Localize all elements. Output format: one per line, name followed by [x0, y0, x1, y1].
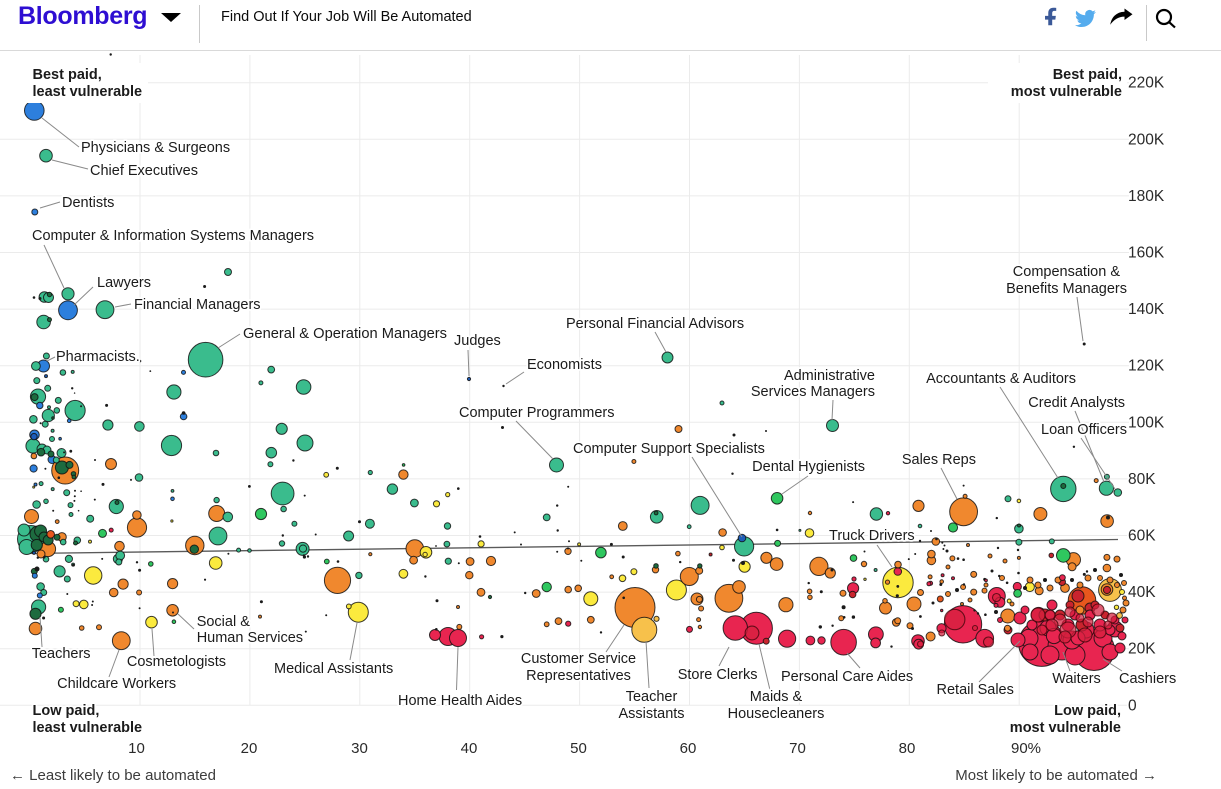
svg-text:Best paid,: Best paid,	[1053, 67, 1122, 83]
svg-text:Retail Sales: Retail Sales	[937, 682, 1014, 698]
svg-text:Store Clerks: Store Clerks	[678, 667, 758, 683]
svg-text:Social &: Social &	[197, 614, 251, 630]
svg-text:30: 30	[351, 740, 368, 757]
svg-text:Credit Analysts: Credit Analysts	[1028, 395, 1125, 411]
svg-text:Benefits Managers: Benefits Managers	[1006, 281, 1127, 297]
svg-text:Most likely to be automated →: Most likely to be automated →	[955, 767, 1157, 784]
svg-text:most vulnerable: most vulnerable	[1010, 720, 1121, 736]
svg-text:Low paid,: Low paid,	[1054, 703, 1121, 719]
svg-text:Medical Assistants: Medical Assistants	[274, 661, 393, 677]
svg-text:180K: 180K	[1128, 188, 1165, 205]
svg-text:20K: 20K	[1128, 641, 1156, 658]
svg-text:Teacher: Teacher	[626, 689, 678, 705]
svg-text:80K: 80K	[1128, 471, 1156, 488]
svg-text:Personal Care Aides: Personal Care Aides	[781, 669, 913, 685]
svg-text:Lawyers: Lawyers	[97, 275, 151, 291]
svg-text:60K: 60K	[1128, 528, 1156, 545]
svg-text:50: 50	[570, 740, 587, 757]
svg-text:80: 80	[899, 740, 916, 757]
svg-text:40K: 40K	[1128, 584, 1156, 601]
svg-text:Services Managers: Services Managers	[751, 384, 875, 400]
svg-text:Financial Managers: Financial Managers	[134, 297, 261, 313]
svg-text:Economists: Economists	[527, 357, 602, 373]
svg-text:Teachers: Teachers	[32, 646, 91, 662]
svg-text:Personal Financial Advisors: Personal Financial Advisors	[566, 316, 744, 332]
svg-text:Pharmacists.: Pharmacists.	[56, 349, 140, 365]
svg-text:Maids &: Maids &	[750, 689, 803, 705]
svg-text:Home Health Aides: Home Health Aides	[398, 693, 522, 709]
svg-text:Administrative: Administrative	[784, 368, 875, 384]
svg-text:Sales Reps: Sales Reps	[902, 452, 976, 468]
svg-text:0: 0	[1128, 697, 1137, 714]
svg-text:160K: 160K	[1128, 245, 1165, 262]
svg-text:140K: 140K	[1128, 301, 1165, 318]
svg-text:Computer & Information Systems: Computer & Information Systems Managers	[32, 228, 314, 244]
svg-text:Cosmetologists: Cosmetologists	[127, 654, 226, 670]
svg-text:200K: 200K	[1128, 131, 1165, 148]
svg-text:most vulnerable: most vulnerable	[1011, 84, 1122, 100]
svg-text:least vulnerable: least vulnerable	[33, 84, 143, 100]
svg-text:Chief Executives: Chief Executives	[90, 163, 198, 179]
svg-text:10: 10	[128, 740, 145, 757]
svg-text:General & Operation Managers: General & Operation Managers	[243, 326, 447, 342]
svg-text:← Least likely to be automate: ← Least likely to be automated	[10, 767, 216, 784]
svg-text:Judges: Judges	[454, 333, 501, 349]
svg-text:Loan Officers: Loan Officers	[1041, 422, 1127, 438]
svg-text:Waiters: Waiters	[1052, 671, 1101, 687]
svg-text:100K: 100K	[1128, 414, 1165, 431]
svg-text:Childcare Workers: Childcare Workers	[57, 676, 176, 692]
svg-text:40: 40	[461, 740, 478, 757]
svg-text:least vulnerable: least vulnerable	[33, 720, 143, 736]
svg-text:Physicians & Surgeons: Physicians & Surgeons	[81, 140, 230, 156]
svg-text:Best paid,: Best paid,	[33, 67, 102, 83]
svg-text:Representatives: Representatives	[526, 668, 631, 684]
svg-text:20: 20	[241, 740, 258, 757]
svg-text:Compensation &: Compensation &	[1013, 264, 1121, 280]
svg-text:Cashiers: Cashiers	[1119, 671, 1176, 687]
svg-text:90%: 90%	[1011, 740, 1041, 757]
svg-text:Housecleaners: Housecleaners	[728, 706, 825, 722]
svg-text:220K: 220K	[1128, 75, 1165, 92]
svg-text:Assistants: Assistants	[618, 706, 684, 722]
svg-text:Customer Service: Customer Service	[521, 651, 636, 667]
svg-text:Dentists: Dentists	[62, 195, 114, 211]
svg-text:Accountants & Auditors: Accountants & Auditors	[926, 371, 1076, 387]
svg-text:120K: 120K	[1128, 358, 1165, 375]
svg-text:60: 60	[680, 740, 697, 757]
svg-text:Human Services: Human Services	[197, 630, 303, 646]
svg-text:Computer Programmers: Computer Programmers	[459, 405, 615, 421]
svg-text:Dental Hygienists: Dental Hygienists	[752, 459, 865, 475]
svg-text:Low paid,: Low paid,	[33, 703, 100, 719]
svg-text:Computer Support Specialists: Computer Support Specialists	[573, 441, 765, 457]
svg-text:Truck Drivers: Truck Drivers	[829, 528, 915, 544]
svg-text:70: 70	[789, 740, 806, 757]
